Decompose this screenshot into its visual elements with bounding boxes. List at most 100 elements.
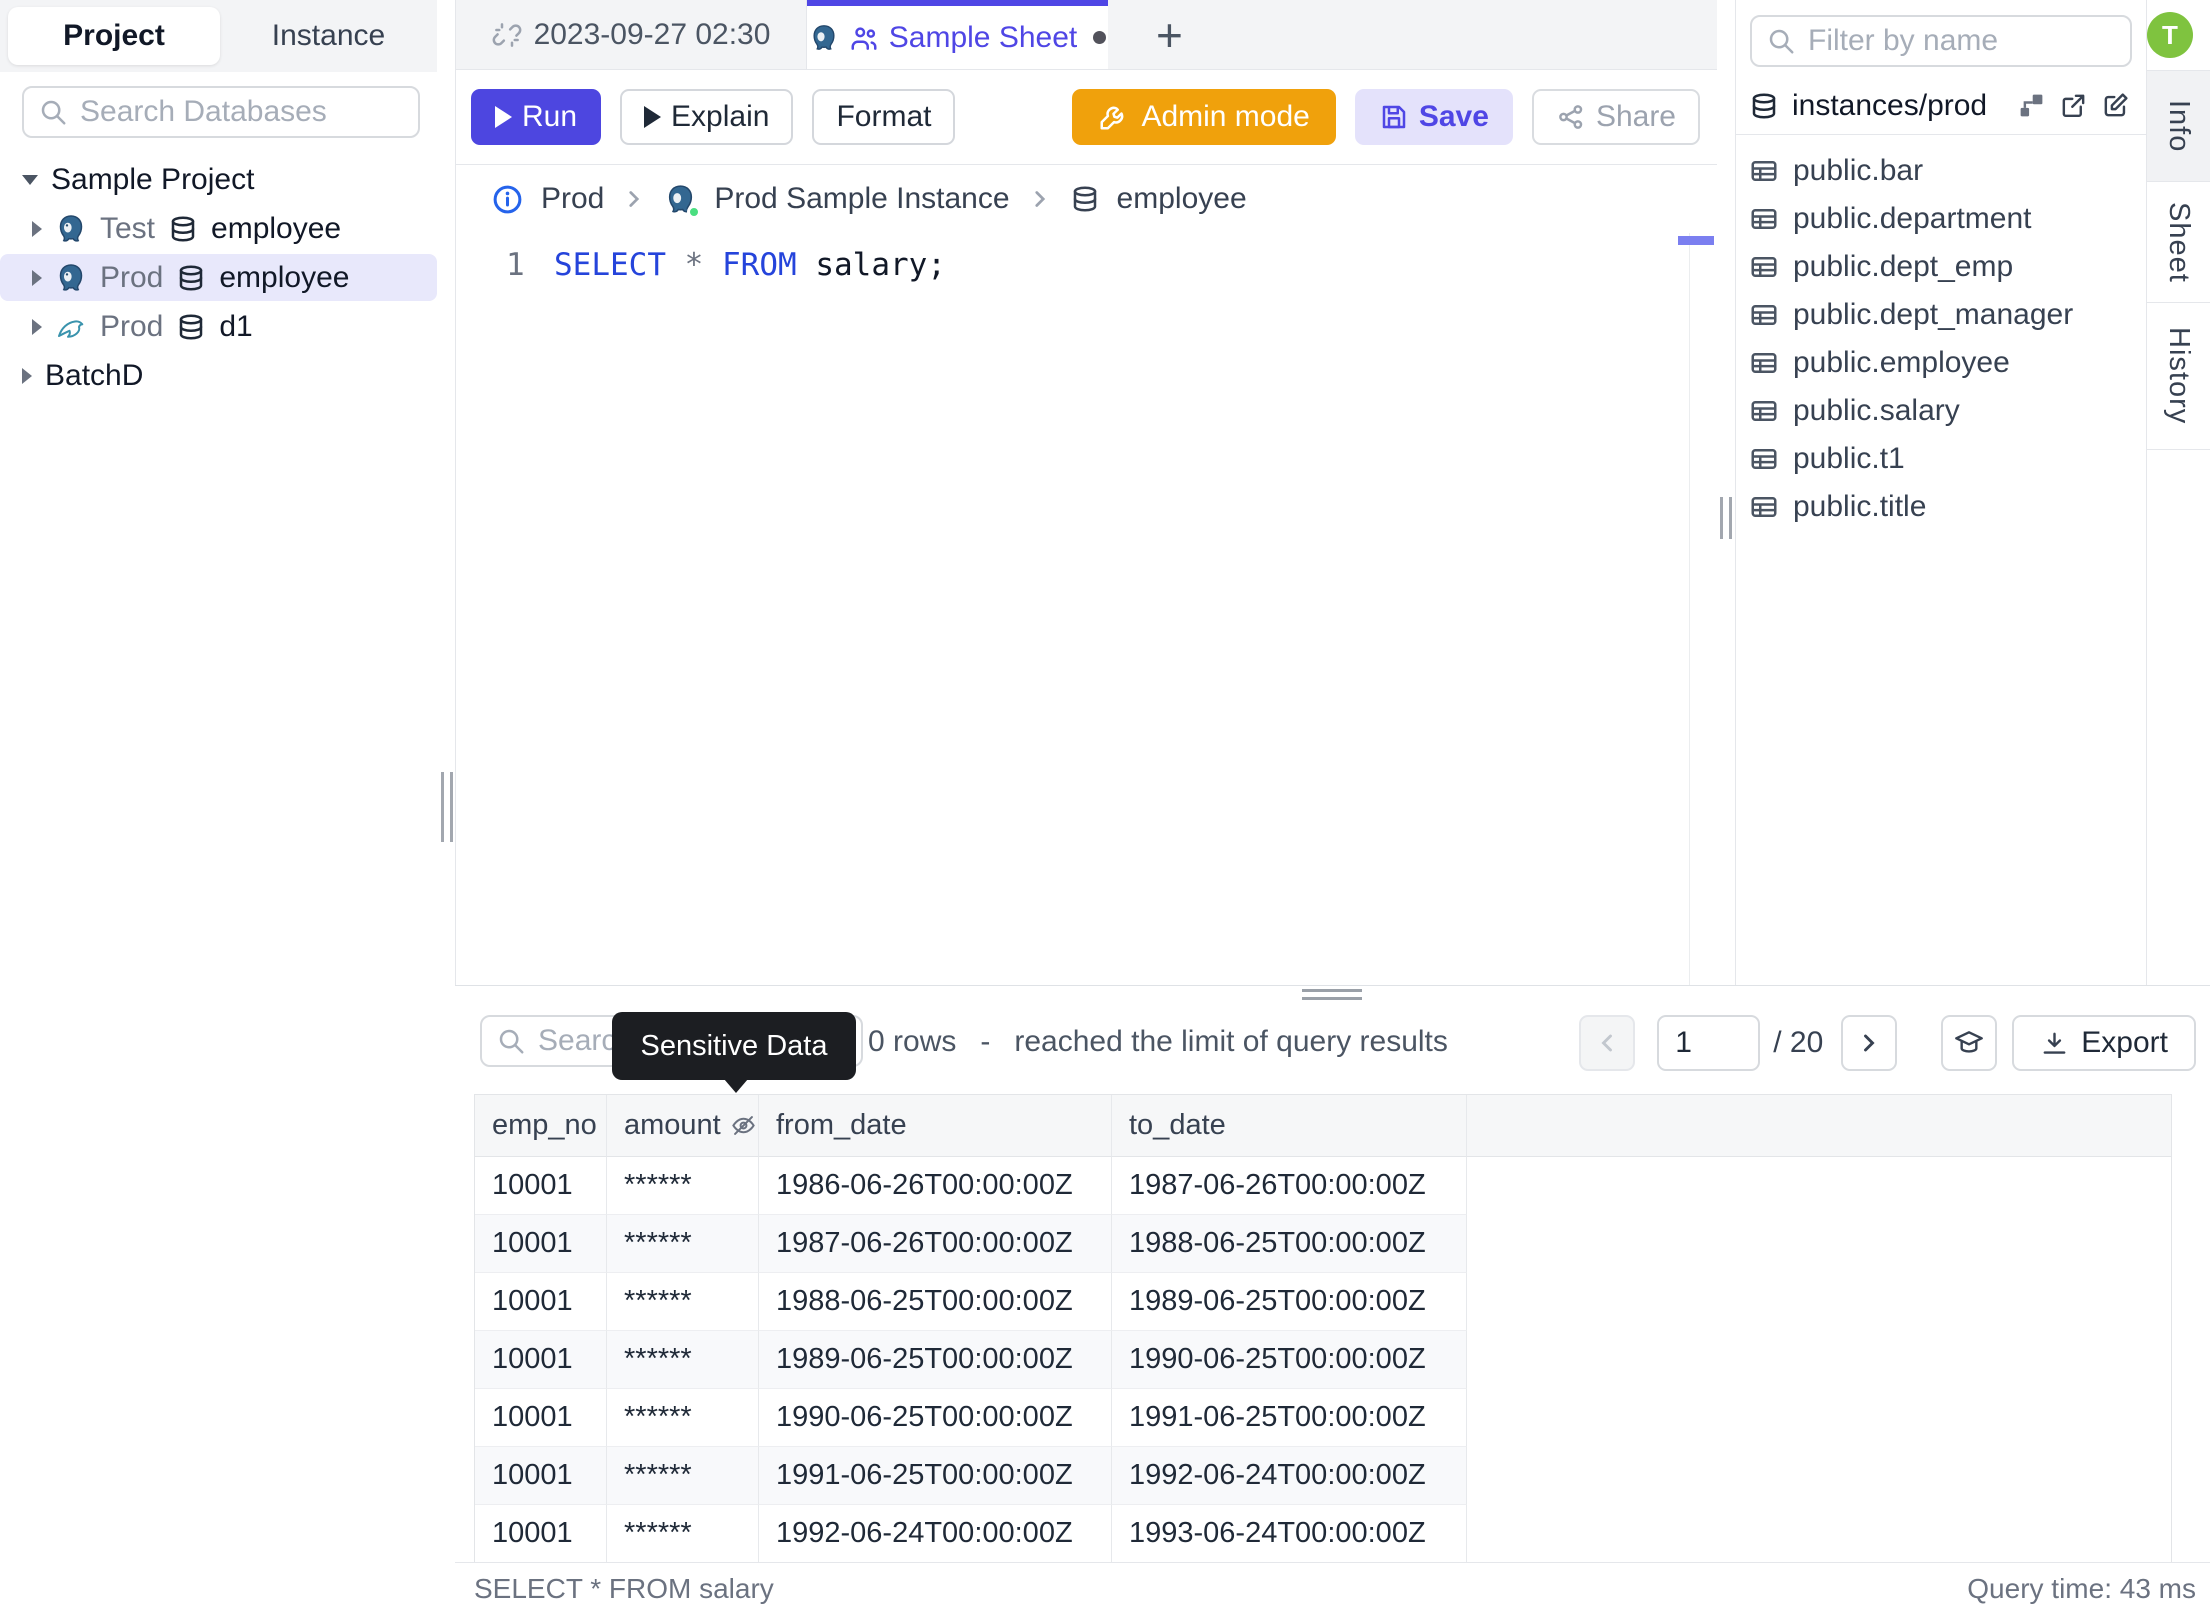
tab-project[interactable]: Project xyxy=(8,7,220,65)
share-button[interactable]: Share xyxy=(1531,89,1700,145)
admin-mode-button[interactable]: Admin mode xyxy=(1072,89,1336,145)
unsaved-dot-icon xyxy=(1093,31,1107,44)
sql-editor[interactable]: 1 SELECT * FROM salary; xyxy=(456,233,1717,985)
database-label: employee xyxy=(211,211,342,245)
page-number-input[interactable] xyxy=(1657,1015,1761,1071)
postgresql-icon xyxy=(669,184,693,212)
prev-page-button[interactable] xyxy=(1579,1015,1636,1071)
results-resize-handle[interactable] xyxy=(1302,989,1362,1000)
filter-by-name-input[interactable] xyxy=(1808,24,2116,58)
limit-note: reached the limit of query results xyxy=(1014,1025,1448,1058)
project-label: Sample Project xyxy=(51,162,255,196)
table-row[interactable]: 10001 ****** 1988-06-25T00:00:00Z 1989-06-2… xyxy=(475,1273,2171,1331)
table-list-item[interactable]: public.department xyxy=(1749,195,2133,243)
graduation-cap-icon xyxy=(1955,1031,1984,1053)
column-header-from-date[interactable]: from_date xyxy=(759,1095,1112,1157)
share-icon xyxy=(1559,105,1583,129)
table-row[interactable]: 10001 ****** 1987-06-26T00:00:00Z 1988-06-2… xyxy=(475,1215,2171,1273)
postgresql-icon xyxy=(59,214,83,242)
table-icon xyxy=(1751,257,1777,277)
left-sidebar: Project Instance Sample Project Test emp… xyxy=(0,0,437,985)
column-header-to-date[interactable]: to_date xyxy=(1112,1095,1467,1157)
pagination: / 20 Export xyxy=(1579,1015,2196,1071)
table-row[interactable]: 10001 ****** 1991-06-25T00:00:00Z 1992-06-2… xyxy=(475,1447,2171,1505)
shared-people-icon xyxy=(851,26,877,50)
tree-node-database-selected[interactable]: Prod employee xyxy=(0,254,437,301)
environment-label: Test xyxy=(100,211,156,245)
explain-button[interactable]: Explain xyxy=(620,89,794,145)
project-label: BatchD xyxy=(45,358,144,392)
table-icon xyxy=(1751,353,1777,373)
database-icon xyxy=(171,216,195,242)
editor-resize-handle[interactable] xyxy=(1720,497,1732,539)
next-page-button[interactable] xyxy=(1841,1015,1898,1071)
chevron-right-icon xyxy=(1034,191,1045,207)
column-header-emp-no[interactable]: emp_no xyxy=(475,1095,607,1157)
tree-node-database[interactable]: Prod d1 xyxy=(0,303,437,350)
table-list-item[interactable]: public.bar xyxy=(1749,147,2133,195)
chevron-right-icon xyxy=(1864,1034,1875,1052)
tree-node-database[interactable]: Test employee xyxy=(0,205,437,252)
database-icon xyxy=(180,265,203,291)
table-list-item[interactable]: public.salary xyxy=(1749,387,2133,435)
tab-info[interactable]: Info xyxy=(2147,70,2210,182)
run-button[interactable]: Run xyxy=(471,89,602,145)
search-icon xyxy=(41,100,66,125)
schema-path-label: instances/prod xyxy=(1792,88,1988,122)
table-list-item[interactable]: public.title xyxy=(1749,483,2133,531)
table-row[interactable]: 10001 ****** 1992-06-24T00:00:00Z 1993-06-2… xyxy=(475,1505,2171,1563)
tab-sheet-unsaved[interactable]: 2023-09-27 02:30 xyxy=(456,0,807,69)
schema-diagram-icon[interactable] xyxy=(2017,91,2046,120)
search-icon xyxy=(499,1029,524,1054)
table-row[interactable]: 10001 ****** 1989-06-25T00:00:00Z 1990-06-2… xyxy=(475,1331,2171,1389)
wrench-icon xyxy=(1100,106,1124,130)
tab-sample-sheet[interactable]: Sample Sheet xyxy=(807,0,1108,69)
environment-label: Prod xyxy=(100,260,164,294)
user-avatar[interactable]: T xyxy=(2147,12,2193,58)
postgresql-icon xyxy=(59,263,83,291)
tab-history[interactable]: History xyxy=(2147,303,2210,450)
query-time: Query time: 43 ms xyxy=(1967,1572,2196,1604)
tab-sheet[interactable]: Sheet xyxy=(2147,182,2210,303)
table-row[interactable]: 10001 ****** 1990-06-25T00:00:00Z 1991-06-2… xyxy=(475,1389,2171,1447)
status-bar: SELECT * FROM salary Query time: 43 ms xyxy=(455,1562,2210,1614)
postgresql-icon xyxy=(813,24,835,50)
caret-down-icon xyxy=(22,174,38,185)
table-row[interactable]: 10001 ****** 1986-06-26T00:00:00Z 1987-06-2… xyxy=(475,1157,2171,1215)
info-icon[interactable] xyxy=(491,183,524,216)
masking-reason-button[interactable] xyxy=(1941,1015,1998,1071)
table-list-item[interactable]: public.dept_emp xyxy=(1749,243,2133,291)
database-label: employee xyxy=(219,260,350,294)
breadcrumb-instance[interactable]: Prod Sample Instance xyxy=(714,182,1010,215)
export-button[interactable]: Export xyxy=(2012,1015,2196,1071)
tree-node-sample-project[interactable]: Sample Project xyxy=(0,156,437,203)
results-table: emp_no amount from_date to_date 10001 ***… xyxy=(474,1094,2172,1563)
environment-label: Prod xyxy=(100,309,164,343)
new-tab-button[interactable]: + xyxy=(1156,8,1183,61)
column-header-amount[interactable]: amount xyxy=(607,1095,759,1157)
table-icon xyxy=(1751,401,1777,421)
save-button[interactable]: Save xyxy=(1354,89,1513,145)
table-list-item[interactable]: public.employee xyxy=(1749,339,2133,387)
edit-icon[interactable] xyxy=(2101,91,2130,120)
line-number: 1 xyxy=(506,247,525,283)
executed-query-text: SELECT * FROM salary xyxy=(474,1572,774,1604)
tab-label: 2023-09-27 02:30 xyxy=(533,17,771,51)
table-icon xyxy=(1751,305,1777,325)
breadcrumb-database[interactable]: employee xyxy=(1116,182,1247,215)
breadcrumb-environment[interactable]: Prod xyxy=(541,182,605,215)
table-list-item[interactable]: public.dept_manager xyxy=(1749,291,2133,339)
side-panel-tabs: Info Sheet History xyxy=(2146,0,2210,985)
tab-instance[interactable]: Instance xyxy=(271,19,386,52)
external-link-icon[interactable] xyxy=(2059,91,2088,120)
sidebar-resize-handle[interactable] xyxy=(441,772,453,842)
table-list-item[interactable]: public.t1 xyxy=(1749,435,2133,483)
eye-off-icon xyxy=(731,1116,755,1135)
tree-node-batchd[interactable]: BatchD xyxy=(0,352,437,399)
table-icon xyxy=(1751,497,1777,517)
search-databases-input[interactable] xyxy=(80,95,404,129)
breadcrumb: Prod Prod Sample Instance employee xyxy=(456,165,1717,233)
format-button[interactable]: Format xyxy=(812,89,956,145)
sql-code-line: SELECT * FROM salary; xyxy=(554,247,946,283)
